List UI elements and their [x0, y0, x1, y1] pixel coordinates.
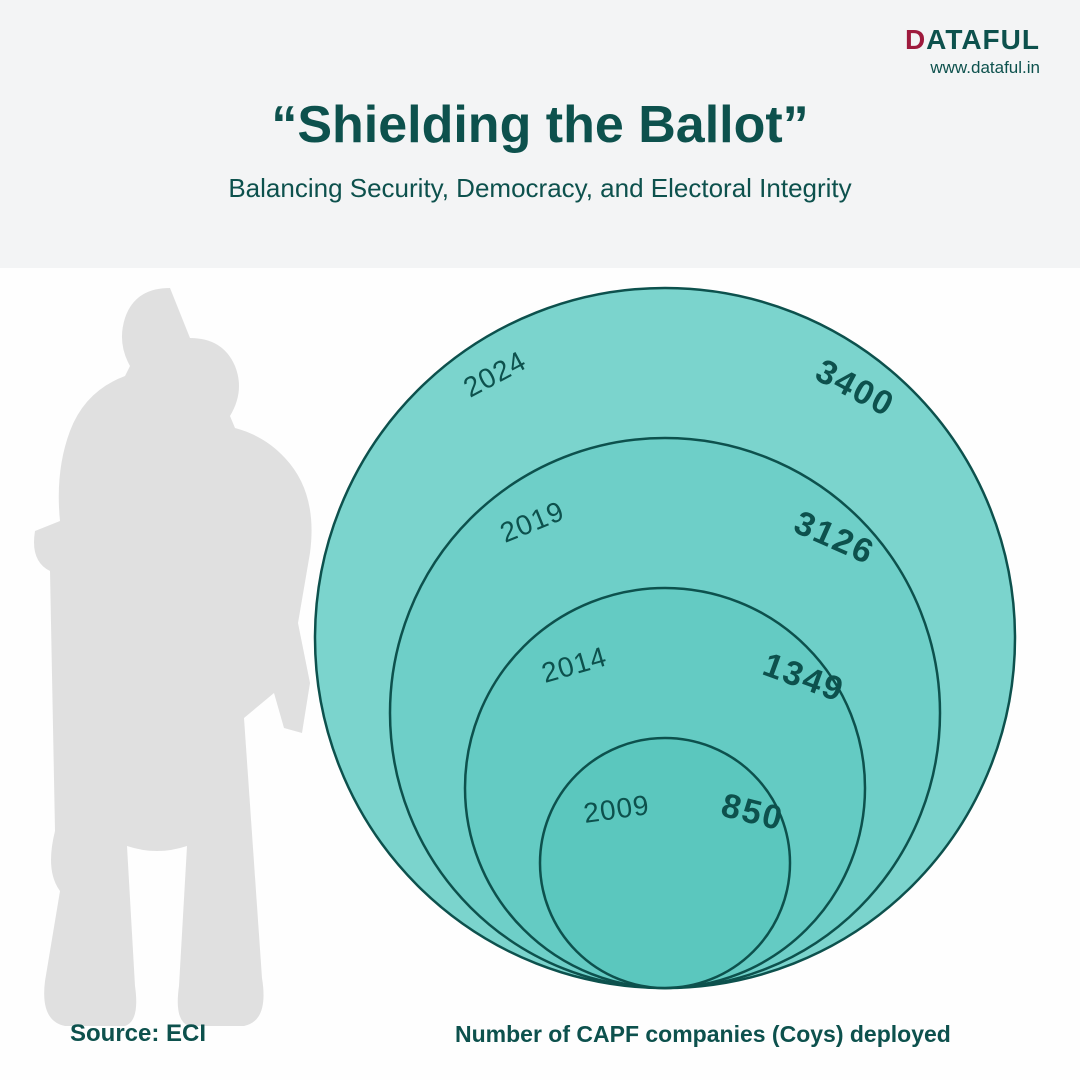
- brand-block: DATAFUL www.dataful.in: [905, 24, 1040, 78]
- logo-accent-letter: D: [905, 24, 926, 55]
- brand-logo: DATAFUL: [905, 24, 1040, 56]
- header-region: DATAFUL www.dataful.in “Shielding the Ba…: [0, 0, 1080, 268]
- source-label: Source: ECI: [70, 1020, 206, 1048]
- nested-circle-chart: 2024340020193126201413492009850: [0, 268, 1080, 1080]
- brand-url: www.dataful.in: [905, 58, 1040, 78]
- logo-rest: ATAFUL: [926, 24, 1040, 55]
- chart-caption: Number of CAPF companies (Coys) deployed: [455, 1021, 951, 1048]
- page-subtitle: Balancing Security, Democracy, and Elect…: [0, 173, 1080, 204]
- ring-2009: [540, 738, 790, 988]
- page-title: “Shielding the Ballot”: [0, 95, 1080, 155]
- chart-region: 2024340020193126201413492009850 Source: …: [0, 268, 1080, 1080]
